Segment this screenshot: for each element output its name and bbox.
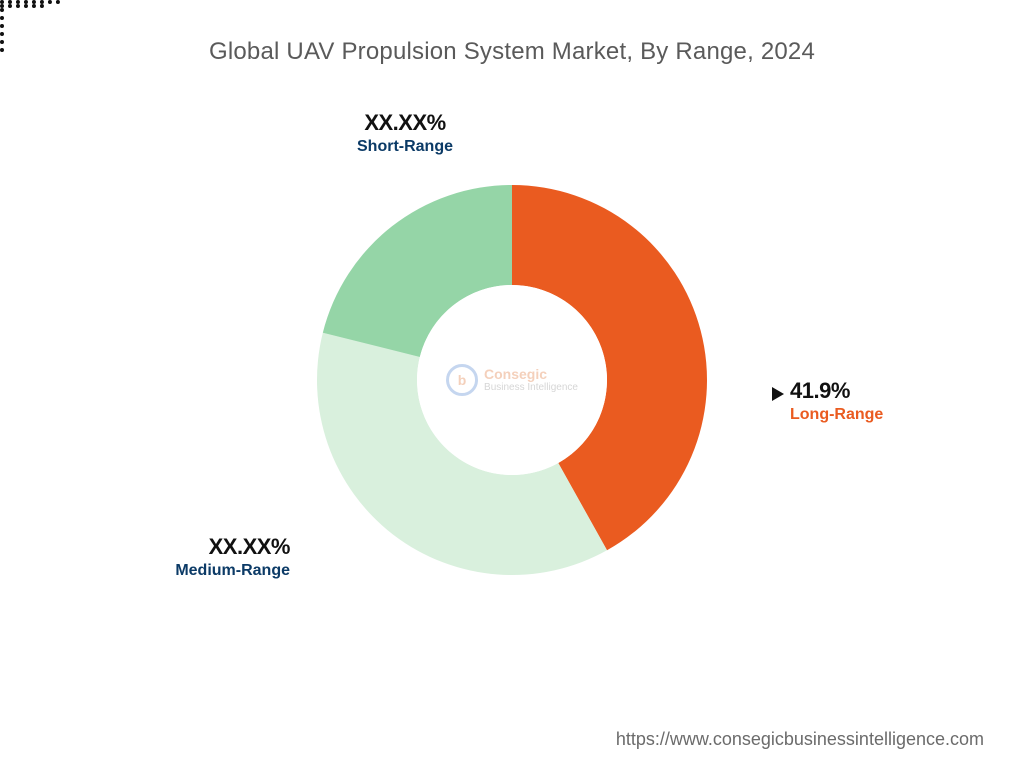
donut-chart: b Consegic Business Intelligence [312, 180, 712, 580]
label-medium-range: Medium-Range [170, 562, 290, 580]
footer-url: https://www.consegicbusinessintelligence… [616, 729, 984, 750]
callout-long-range: 41.9% Long-Range [790, 378, 883, 424]
logo-brand-top: Consegic [484, 367, 578, 382]
label-long-range: Long-Range [790, 406, 883, 424]
percent-short-range: XX.XX% [320, 110, 490, 136]
chart-title: Global UAV Propulsion System Market, By … [0, 38, 1024, 66]
label-short-range: Short-Range [320, 138, 490, 156]
callout-medium-range: XX.XX% Medium-Range [170, 534, 290, 580]
arrow-icon [772, 387, 784, 401]
percent-medium-range: XX.XX% [170, 534, 290, 560]
callout-short-range: XX.XX% Short-Range [320, 110, 490, 156]
center-logo: b Consegic Business Intelligence [446, 364, 578, 396]
leader-line-medium-range [0, 4, 44, 8]
percent-long-range: 41.9% [790, 378, 883, 404]
logo-mark-icon: b [446, 364, 478, 396]
logo-brand-bottom: Business Intelligence [484, 382, 578, 393]
logo-text: Consegic Business Intelligence [484, 367, 578, 393]
